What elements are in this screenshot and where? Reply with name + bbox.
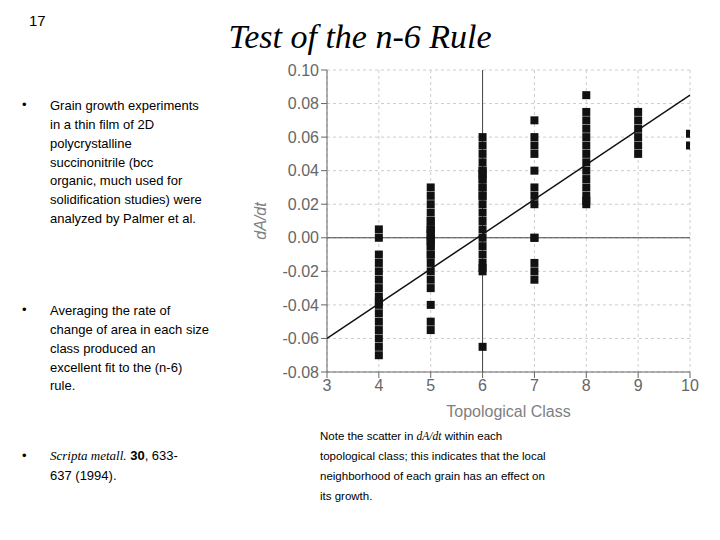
- svg-text:9: 9: [634, 377, 643, 394]
- svg-text:3: 3: [323, 377, 332, 394]
- svg-text:0.04: 0.04: [288, 162, 319, 179]
- html-text:Note the scatter in dA/dt with: Note the scatter in dA/dt within each: [320, 430, 503, 442]
- html-text:Scripta metall. 30, 633-: Scripta metall. 30, 633-: [50, 448, 178, 463]
- svg-text:0.02: 0.02: [288, 196, 319, 213]
- svg-text:0.08: 0.08: [288, 95, 319, 112]
- svg-text:0.06: 0.06: [288, 129, 319, 146]
- html-text:its growth.: its growth.: [320, 490, 373, 502]
- html-text:Averaging the rate of change o: Averaging the rate of change of area in …: [50, 303, 209, 394]
- svg-text:8: 8: [582, 377, 591, 394]
- svg-text:Topological Class: Topological Class: [446, 403, 571, 420]
- svg-text:0.10: 0.10: [288, 62, 319, 79]
- html-text:17: 17: [29, 12, 46, 29]
- html-text:637 (1994).: 637 (1994).: [50, 468, 117, 483]
- svg-text:10: 10: [681, 377, 699, 394]
- svg-text:-0.02: -0.02: [283, 263, 320, 280]
- svg-text:dA/dt: dA/dt: [252, 202, 269, 240]
- svg-text:-0.04: -0.04: [283, 297, 320, 314]
- html-text:Test of the n-6 Rule: Test of the n-6 Rule: [228, 18, 492, 55]
- svg-text:-0.08: -0.08: [283, 364, 320, 381]
- svg-text:5: 5: [426, 377, 435, 394]
- svg-text:4: 4: [374, 377, 383, 394]
- html-text:topological class; this indica: topological class; this indicates that t…: [320, 450, 546, 462]
- html-text:neighborhood of each grain has: neighborhood of each grain has an effect…: [320, 470, 545, 482]
- svg-text:0.00: 0.00: [288, 229, 319, 246]
- svg-text:-0.06: -0.06: [283, 330, 320, 347]
- svg-text:7: 7: [530, 377, 539, 394]
- html-text:Grain growth experiments in a: Grain growth experiments in a thin film …: [50, 98, 202, 227]
- svg-text:6: 6: [478, 377, 487, 394]
